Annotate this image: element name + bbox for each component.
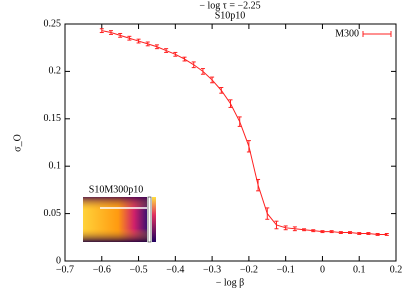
y-tick-label: 0.05	[44, 208, 62, 219]
x-tick-label: −0.2	[240, 264, 258, 275]
x-tick-label: −0.4	[166, 264, 184, 275]
inset: S10M300p10	[83, 184, 156, 243]
inset-title: S10M300p10	[89, 184, 143, 195]
y-tick-label: 0.15	[44, 113, 62, 124]
inset-colorbar	[152, 197, 156, 242]
y-tick-label: 0.25	[44, 18, 62, 29]
x-tick-label: −0.6	[93, 264, 111, 275]
x-tick-label: 0.1	[353, 264, 366, 275]
x-tick-label: 0.2	[390, 264, 403, 275]
x-tick-label: −0.5	[129, 264, 147, 275]
series-line	[101, 30, 387, 235]
x-axis-label: − log β	[216, 277, 245, 288]
x-tick-label: −0.3	[203, 264, 221, 275]
x-tick-label: −0.7	[56, 264, 74, 275]
inset-shade	[83, 197, 147, 242]
x-tick-label: −0.1	[277, 264, 295, 275]
x-tick-label: 0	[320, 264, 325, 275]
chart-subtitle: S10p10	[215, 10, 246, 21]
chart-title: − log τ = −2.25	[199, 0, 260, 11]
legend-label: M300	[335, 28, 359, 39]
inset-gap	[147, 196, 152, 243]
y-axis-label: σ_O	[12, 134, 23, 152]
y-tick-label: 0.1	[49, 160, 62, 171]
y-tick-label: 0	[56, 255, 61, 266]
plot-frame	[64, 23, 397, 262]
y-tick-label: 0.2	[49, 66, 62, 77]
